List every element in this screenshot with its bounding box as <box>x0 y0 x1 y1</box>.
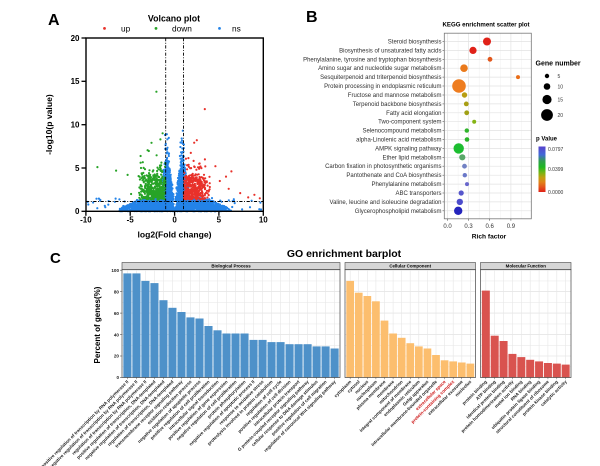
svg-text:0.0: 0.0 <box>443 224 452 230</box>
svg-text:p Value: p Value <box>536 137 558 143</box>
svg-text:80: 80 <box>114 289 120 294</box>
svg-text:A: A <box>48 12 60 29</box>
svg-text:Terpenoid backbone biosynthesi: Terpenoid backbone biosynthesis <box>353 102 442 108</box>
svg-text:5: 5 <box>217 216 222 225</box>
svg-text:0.0399: 0.0399 <box>548 167 564 173</box>
svg-text:0: 0 <box>116 375 119 380</box>
svg-text:Two-component system: Two-component system <box>378 120 441 126</box>
svg-text:C: C <box>50 250 61 267</box>
svg-text:Biosynthesis of unsaturated fa: Biosynthesis of unsaturated fatty acids <box>339 48 441 54</box>
svg-text:Phenylalanine metabolism: Phenylalanine metabolism <box>371 182 441 188</box>
svg-text:Gene number: Gene number <box>536 61 581 68</box>
svg-text:0.3: 0.3 <box>464 224 473 230</box>
svg-text:10: 10 <box>259 216 268 225</box>
svg-text:Molecular Function: Molecular Function <box>506 264 547 269</box>
svg-text:5: 5 <box>75 164 80 173</box>
svg-text:down: down <box>172 23 192 33</box>
svg-text:Steroid biosynthesis: Steroid biosynthesis <box>388 40 442 46</box>
svg-text:0.9: 0.9 <box>507 224 516 230</box>
svg-text:15: 15 <box>71 77 80 86</box>
svg-text:Rich factor: Rich factor <box>472 234 507 241</box>
svg-text:-log10(p value): -log10(p value) <box>44 94 54 155</box>
svg-text:Fructose and mannose metabolis: Fructose and mannose metabolism <box>348 93 442 99</box>
svg-text:Phenylalanine, tyrosine and tr: Phenylalanine, tyrosine and tryptophan b… <box>303 57 441 63</box>
svg-text:20: 20 <box>114 354 120 359</box>
svg-text:15: 15 <box>558 97 564 103</box>
svg-text:40: 40 <box>114 332 120 337</box>
svg-text:Selenocompound metabolism: Selenocompound metabolism <box>362 129 441 135</box>
svg-text:0.0797: 0.0797 <box>548 147 564 153</box>
svg-text:AMPK signaling pathway: AMPK signaling pathway <box>375 146 441 152</box>
svg-text:alpha-Linolenic acid metabolis: alpha-Linolenic acid metabolism <box>356 138 441 144</box>
svg-text:20: 20 <box>558 113 564 119</box>
svg-text:20: 20 <box>71 34 80 43</box>
svg-text:Cellular Component: Cellular Component <box>389 264 431 269</box>
svg-text:0: 0 <box>75 207 80 216</box>
svg-text:Pantothenate and CoA biosynthe: Pantothenate and CoA biosynthesis <box>346 173 441 179</box>
svg-text:Sesquiterpenoid and triterpeno: Sesquiterpenoid and triterpenoid biosynt… <box>320 75 441 81</box>
svg-text:Protein processing in endoplas: Protein processing in endoplasmic reticu… <box>324 84 441 90</box>
svg-text:Carbon fixation in photosynthe: Carbon fixation in photosynthetic organi… <box>325 164 441 170</box>
svg-text:Fatty acid elongation: Fatty acid elongation <box>386 111 441 117</box>
svg-text:0: 0 <box>172 216 177 225</box>
svg-text:log2(Fold change): log2(Fold change) <box>138 230 212 240</box>
svg-text:10: 10 <box>71 121 80 130</box>
svg-text:Volcano plot: Volcano plot <box>148 14 200 24</box>
svg-text:100: 100 <box>111 268 119 273</box>
svg-text:-10: -10 <box>80 216 92 225</box>
svg-text:Biological Process: Biological Process <box>211 264 251 269</box>
svg-text:60: 60 <box>114 311 120 316</box>
svg-text:Amino sugar and nucleotide sug: Amino sugar and nucleotide sugar metabol… <box>318 66 441 72</box>
svg-text:-5: -5 <box>127 216 135 225</box>
svg-text:0.6: 0.6 <box>486 224 495 230</box>
svg-text:B: B <box>306 9 318 26</box>
svg-text:ns: ns <box>232 23 241 33</box>
svg-text:ABC transporters: ABC transporters <box>395 191 441 197</box>
svg-text:Ether lipid metabolism: Ether lipid metabolism <box>382 155 441 161</box>
svg-text:KEGG enrichment scatter plot: KEGG enrichment scatter plot <box>443 22 530 29</box>
svg-text:Glycerophospholipid metabolism: Glycerophospholipid metabolism <box>355 209 442 215</box>
svg-text:Valine, leucine and isoleucine: Valine, leucine and isoleucine degradati… <box>330 200 442 206</box>
svg-text:10: 10 <box>558 84 564 90</box>
svg-text:5: 5 <box>558 74 561 80</box>
svg-text:Percent of genes(%): Percent of genes(%) <box>93 286 102 363</box>
svg-text:GO enrichment barplot: GO enrichment barplot <box>287 248 402 260</box>
svg-text:up: up <box>121 23 131 33</box>
svg-text:0.0000: 0.0000 <box>548 190 564 196</box>
